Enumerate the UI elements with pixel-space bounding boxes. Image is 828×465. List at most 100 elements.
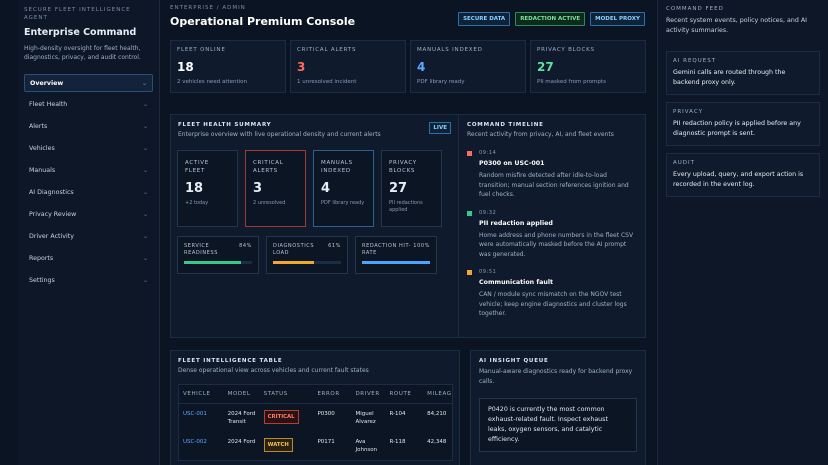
command-timeline-panel: COMMAND TIMELINE Recent activity from pr… — [458, 114, 646, 338]
panel-subtitle: Dense operational view across vehicles a… — [178, 367, 369, 374]
kpi-value: 18 — [177, 60, 194, 74]
meter-value: 100% — [413, 243, 430, 249]
kpi-manuals-indexed: MANUALS INDEXED 4 PDF library ready — [410, 40, 526, 93]
timeline-title: PII redaction applied — [479, 219, 553, 227]
secure-data-badge[interactable]: SECURE DATA — [458, 12, 511, 26]
header-badges: SECURE DATA REDACTION ACTIVE MODEL PROXY — [458, 12, 645, 26]
timeline-item[interactable]: 09:51 Communication fault CAN / module s… — [467, 269, 637, 319]
kpi-label: MANUALS INDEXED — [417, 47, 483, 53]
meter-value: 61% — [328, 243, 341, 249]
kpi-label: PRIVACY BLOCKS — [537, 47, 595, 53]
timeline-list: 09:14 P0300 on USC-001 Random misfire de… — [467, 150, 637, 319]
kpi-label: FLEET ONLINE — [177, 47, 226, 53]
meter-track — [362, 261, 430, 264]
redaction-active-badge[interactable]: REDACTION ACTIVE — [515, 12, 586, 26]
health-card-value: 27 — [389, 181, 408, 196]
fleet-table-panel: FLEET INTELLIGENCE TABLE Dense operation… — [170, 350, 460, 465]
column-header[interactable]: STATUS — [259, 385, 314, 404]
timeline-body: CAN / module sync mismatch on the NGOV t… — [479, 291, 627, 317]
column-header[interactable]: MILEAGE — [423, 385, 452, 404]
meter-row: SERVICE READINESS 84% DIAGNOSTICS LOAD 61%… — [177, 236, 437, 274]
model-proxy-badge[interactable]: MODEL PROXY — [590, 12, 645, 26]
page-title: Operational Premium Console — [170, 15, 356, 28]
route-cell: R-104 — [389, 411, 406, 417]
column-header[interactable]: ERROR — [313, 385, 352, 404]
status-dot-icon — [467, 270, 472, 275]
table-scroll[interactable]: VEHICLE MODEL STATUS ERROR DRIVER ROUTE … — [178, 384, 453, 461]
feed-description: Recent system events, policy notices, an… — [666, 17, 807, 34]
brand-description: High-density oversight for fleet health,… — [24, 45, 141, 61]
brand-title: Enterprise Command — [24, 27, 137, 38]
column-header[interactable]: ROUTE — [385, 385, 424, 404]
kpi-label: CRITICAL ALERTS — [297, 47, 357, 53]
insight-card[interactable]: P0420 is currently the most common exhau… — [479, 398, 637, 452]
sidebar-item-fleet-health[interactable]: Fleet Health ⌄ — [24, 96, 153, 114]
timeline-item[interactable]: 09:32 PII redaction applied Home address… — [467, 210, 637, 260]
meter-label: DIAGNOSTICS LOAD — [273, 243, 315, 256]
health-card-critical-alerts: CRITICAL ALERTS 3 2 unresolved — [245, 150, 306, 227]
sidebar-item-privacy-review[interactable]: Privacy Review ⌄ — [24, 205, 153, 223]
timeline-title: Communication fault — [479, 279, 553, 286]
meter-label: REDACTION HIT-RATE — [362, 243, 412, 256]
chevron-down-icon: ⌄ — [142, 210, 148, 218]
sidebar-item-manuals[interactable]: Manuals ⌄ — [24, 162, 153, 180]
health-card-label: PRIVACY BLOCKS — [389, 160, 417, 174]
feed-card-ai-request[interactable]: AI REQUEST Gemini calls are routed throu… — [666, 51, 820, 95]
vehicle-link[interactable]: USC-001 — [183, 411, 207, 417]
status-dot-icon — [467, 210, 472, 216]
status-badge: WATCH — [263, 438, 293, 452]
kpi-fleet-online: FLEET ONLINE 18 2 vehicles need attentio… — [170, 40, 286, 93]
sidebar-item-driver-activity[interactable]: Driver Activity ⌄ — [24, 227, 153, 245]
sidebar-item-vehicles[interactable]: Vehicles ⌄ — [24, 140, 153, 158]
sidebar-item-label: Privacy Review — [29, 210, 77, 218]
feed-card-privacy[interactable]: PRIVACY PII redaction policy is applied … — [666, 102, 820, 146]
sidebar-item-reports[interactable]: Reports ⌄ — [24, 249, 153, 267]
feed-kicker: COMMAND FEED — [666, 6, 724, 12]
chevron-down-icon: ⌄ — [142, 254, 148, 262]
meter-track — [184, 261, 252, 264]
column-header[interactable]: MODEL — [223, 385, 260, 404]
sidebar-item-ai-diagnostics[interactable]: AI Diagnostics ⌄ — [24, 183, 153, 201]
timeline-time: 09:51 — [479, 269, 497, 275]
timeline-item[interactable]: 09:14 P0300 on USC-001 Random misfire de… — [467, 150, 637, 200]
vehicle-link[interactable]: USC-002 — [183, 439, 207, 445]
breadcrumb: ENTERPRISE / ADMIN — [170, 5, 246, 11]
meter-fill — [273, 261, 315, 264]
panel-subtitle: Recent activity from privacy, AI, and fl… — [467, 131, 614, 138]
kpi-value: 3 — [297, 60, 306, 74]
sidebar-item-alerts[interactable]: Alerts ⌄ — [24, 118, 153, 136]
route-cell: R-118 — [389, 439, 406, 445]
panel-title: COMMAND TIMELINE — [467, 122, 544, 128]
feed-card-body: PII redaction policy is applied before a… — [673, 120, 801, 137]
table-row[interactable]: USC-001 2024 Ford Transit CRITICAL P0300… — [179, 404, 452, 433]
column-header[interactable]: VEHICLE — [179, 385, 224, 404]
health-card-value: 4 — [321, 181, 331, 196]
meter-label: SERVICE READINESS — [184, 243, 219, 256]
sidebar-item-label: Settings — [29, 276, 55, 284]
health-card-value: 18 — [185, 181, 204, 196]
chevron-down-icon: ⌄ — [142, 101, 148, 109]
health-card-subtext: PII redactions applied — [389, 200, 423, 213]
sidebar-item-settings[interactable]: Settings ⌄ — [24, 271, 153, 289]
chevron-down-icon: ⌄ — [142, 232, 148, 240]
health-card-subtext: PDF library ready — [321, 200, 365, 206]
sidebar-item-label: Fleet Health — [29, 101, 68, 109]
column-header[interactable]: DRIVER — [351, 385, 386, 404]
status-badge: CRITICAL — [263, 410, 299, 424]
sidebar-item-overview[interactable]: Overview ⌄ — [24, 74, 153, 92]
status-dot-icon — [467, 151, 472, 156]
live-badge[interactable]: LIVE — [429, 122, 451, 134]
timeline-time: 09:14 — [479, 150, 497, 156]
brand-kicker: SECURE FLEET INTELLIGENCE AGENT — [24, 7, 131, 21]
table-row[interactable]: USC-002 2024 Ford WATCH P0171 Ava Johnso… — [179, 432, 452, 460]
sidebar-item-label: Manuals — [29, 167, 56, 175]
status-cell: CRITICAL — [260, 404, 314, 433]
chevron-down-icon: ⌄ — [142, 145, 148, 153]
panel-subtitle: Enterprise overview with live operationa… — [178, 131, 381, 138]
health-card-label: MANUALS INDEXED — [321, 160, 353, 174]
feed-card-audit[interactable]: AUDIT Every upload, query, and export ac… — [666, 153, 820, 197]
chevron-down-icon: ⌄ — [141, 79, 147, 87]
health-card-label: ACTIVE FLEET — [185, 160, 209, 174]
diagnostics-load-meter: DIAGNOSTICS LOAD 61% — [266, 236, 348, 274]
